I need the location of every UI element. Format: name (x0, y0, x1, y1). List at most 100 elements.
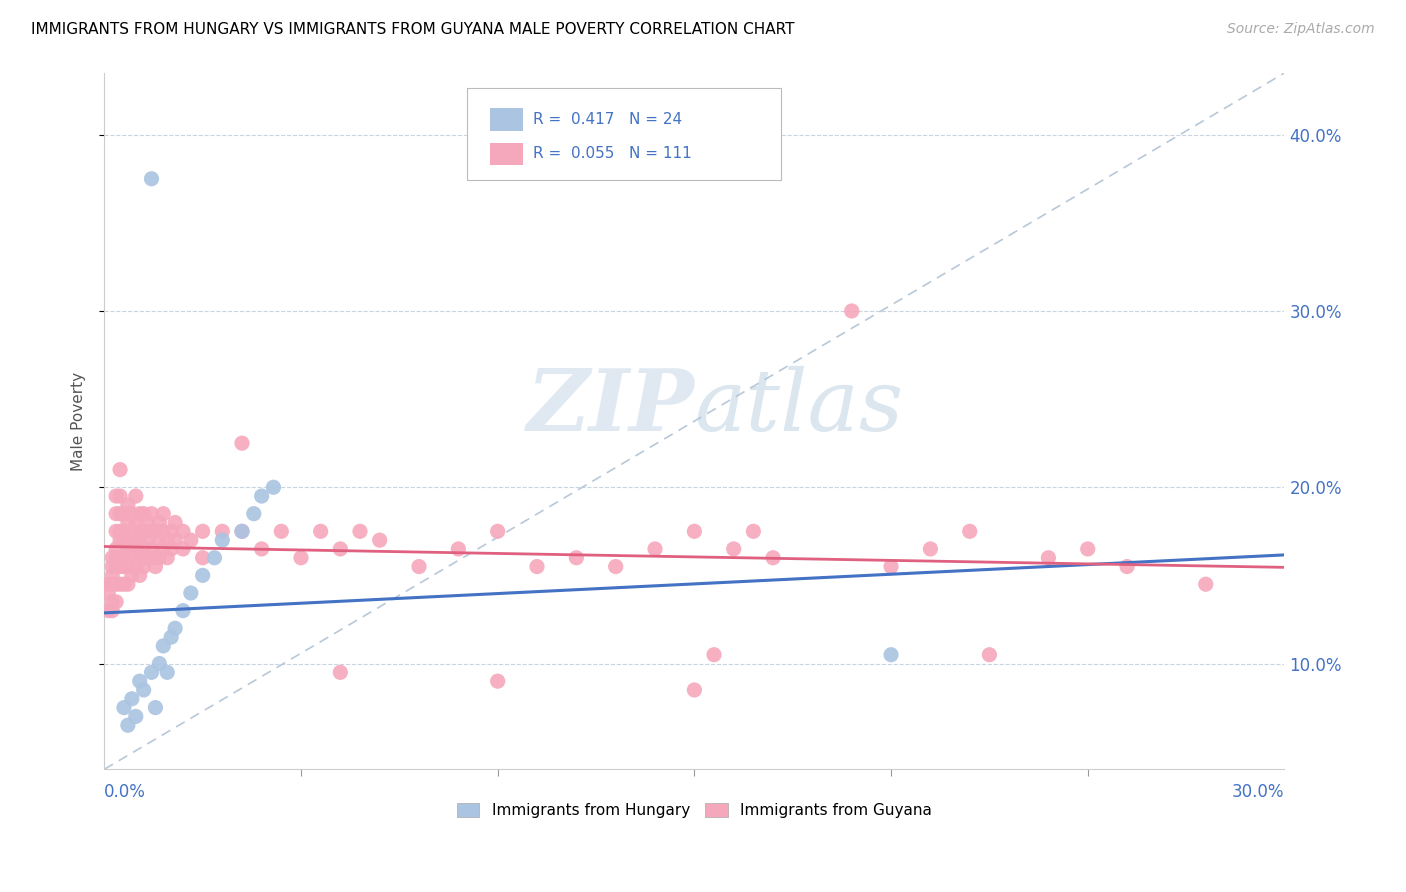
Point (121, 541, 143, 556)
Point (156, 665, 179, 680)
FancyBboxPatch shape (467, 88, 780, 179)
Bar (491, 108, 523, 130)
Point (105, 489, 128, 503)
Point (105, 524, 128, 539)
Text: Source: ZipAtlas.com: Source: ZipAtlas.com (1227, 22, 1375, 37)
Point (231, 524, 253, 539)
Point (101, 577, 124, 591)
Text: 30.0%: 30.0% (1232, 783, 1285, 801)
Point (117, 718, 139, 732)
Point (683, 683, 706, 698)
Point (125, 533, 148, 548)
Point (117, 577, 139, 591)
Text: R =  0.417   N = 24: R = 0.417 N = 24 (533, 112, 682, 127)
Point (290, 550, 312, 565)
Point (172, 524, 194, 539)
Point (132, 550, 155, 565)
Point (97, 577, 120, 591)
Point (128, 550, 150, 565)
Point (117, 498, 139, 512)
Point (156, 533, 179, 548)
Point (270, 524, 292, 539)
Point (108, 524, 131, 539)
Point (132, 541, 155, 556)
Point (101, 604, 124, 618)
Point (141, 524, 163, 539)
Point (329, 541, 352, 556)
Point (108, 489, 131, 503)
Point (368, 533, 391, 548)
Point (172, 604, 194, 618)
Point (128, 524, 150, 539)
Point (156, 550, 179, 565)
Point (447, 541, 470, 556)
Point (605, 559, 627, 574)
Point (160, 541, 183, 556)
Point (117, 516, 139, 530)
Point (145, 524, 167, 539)
Point (959, 524, 981, 539)
Point (486, 674, 509, 689)
Point (231, 436, 253, 450)
Point (132, 507, 155, 521)
Point (250, 541, 273, 556)
Point (172, 541, 194, 556)
Point (148, 657, 170, 671)
Point (180, 533, 202, 548)
Point (152, 541, 174, 556)
Point (191, 550, 214, 565)
Point (486, 524, 509, 539)
Text: ZIP: ZIP (526, 366, 695, 449)
Point (121, 550, 143, 565)
Text: R =  0.055   N = 111: R = 0.055 N = 111 (533, 146, 692, 161)
Point (165, 533, 187, 548)
Point (160, 630, 183, 644)
Point (920, 541, 942, 556)
Point (128, 568, 150, 582)
Point (148, 533, 170, 548)
Point (121, 691, 143, 706)
Point (121, 507, 143, 521)
Point (145, 700, 167, 714)
Point (121, 568, 143, 582)
Point (128, 533, 150, 548)
Point (742, 524, 765, 539)
Point (329, 665, 352, 680)
Text: 0.0%: 0.0% (104, 783, 146, 801)
Point (101, 559, 124, 574)
Point (141, 171, 163, 186)
Point (141, 507, 163, 521)
Point (108, 507, 131, 521)
Point (231, 524, 253, 539)
Point (125, 541, 148, 556)
Point (165, 621, 187, 635)
Point (132, 683, 155, 698)
Point (165, 516, 187, 530)
Point (105, 541, 128, 556)
Point (101, 550, 124, 565)
Point (152, 507, 174, 521)
Point (136, 533, 159, 548)
Point (117, 533, 139, 548)
Point (108, 559, 131, 574)
Point (117, 559, 139, 574)
Point (262, 480, 284, 494)
Point (160, 524, 183, 539)
Point (132, 524, 155, 539)
Point (101, 568, 124, 582)
Point (141, 665, 163, 680)
Point (723, 541, 745, 556)
Point (108, 577, 131, 591)
Point (105, 559, 128, 574)
Point (152, 524, 174, 539)
Bar (491, 143, 523, 165)
Point (112, 507, 135, 521)
Point (408, 559, 430, 574)
Point (121, 524, 143, 539)
Point (683, 524, 706, 539)
Point (105, 595, 128, 609)
Point (242, 507, 264, 521)
Text: IMMIGRANTS FROM HUNGARY VS IMMIGRANTS FROM GUYANA MALE POVERTY CORRELATION CHART: IMMIGRANTS FROM HUNGARY VS IMMIGRANTS FR… (31, 22, 794, 37)
Point (108, 462, 131, 476)
Point (211, 524, 233, 539)
